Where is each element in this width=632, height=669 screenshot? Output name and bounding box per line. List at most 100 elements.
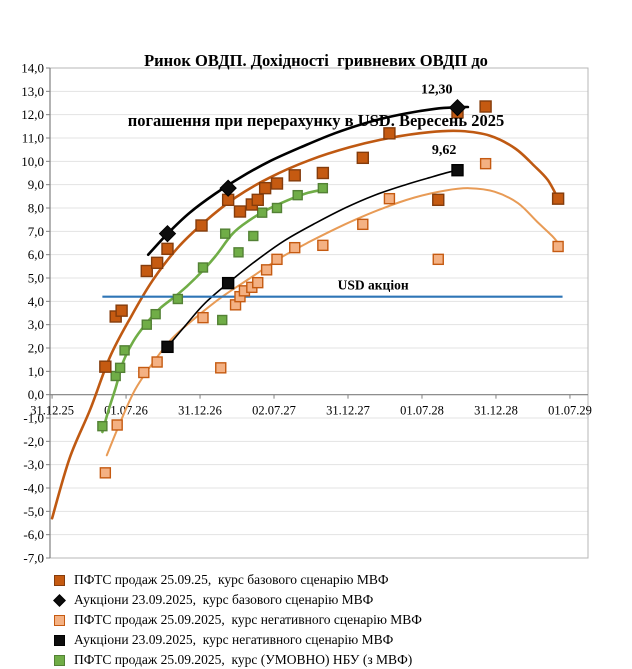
data-point [233, 247, 244, 258]
y-tick-label: -3,0 [23, 457, 44, 472]
legend-label: Аукціони 23.09.2025, курс негативного сц… [74, 632, 394, 647]
y-tick-label: 10,0 [21, 154, 44, 169]
data-point [271, 202, 283, 214]
data-point [119, 345, 130, 356]
data-point [383, 192, 396, 205]
x-tick-label: 02.07.27 [252, 404, 296, 418]
data-point [158, 224, 177, 243]
y-tick-label: 9,0 [28, 177, 44, 192]
data-point [217, 314, 228, 326]
annotation-label: 9,62 [432, 143, 457, 158]
axes [49, 67, 589, 559]
axis-labels: 14,0 13,0 12,0 11,0 10,0 9,0 8,0 7,0 6,0 5,0 4,0 3,… [21, 61, 592, 566]
data-point [215, 362, 227, 374]
data-point [551, 192, 565, 205]
data-point [197, 311, 209, 324]
data-point [260, 264, 273, 276]
y-tick-label: -4,0 [23, 481, 44, 496]
x-tick-label: 01.07.29 [548, 404, 592, 418]
data-point [248, 230, 259, 242]
y-tick-label: 13,0 [21, 84, 44, 99]
data-point [251, 193, 264, 207]
data-point [292, 189, 303, 201]
data-point [115, 304, 128, 317]
data-point [317, 182, 329, 194]
data-point [552, 240, 564, 253]
y-tick-label: 6,0 [28, 247, 44, 262]
chart-legend: ПФТС продаж 25.09.25, курс базового сцен… [53, 570, 614, 669]
data-point [141, 319, 152, 330]
chart-title-line2: погашення при перерахунку в USD. Вересен… [127, 111, 505, 130]
data-point [97, 420, 108, 432]
y-tick-label: 1,0 [28, 364, 44, 379]
data-point [114, 362, 126, 374]
data-point [357, 218, 369, 231]
legend-item: Аукціони 23.09.2025, курс негативного сц… [54, 630, 614, 650]
data-point [150, 256, 164, 270]
annotation-label: 12,30 [421, 82, 453, 97]
legend-swatch-pfts-nbu-icon [54, 654, 65, 666]
legend-label: ПФТС продаж 25.09.25, курс базового сцен… [74, 572, 389, 587]
data-point [252, 276, 264, 289]
x-tick-label: 31.12.27 [326, 404, 370, 418]
legend-label: ПФТС продаж 25.09.2025, курс негативного… [74, 612, 422, 627]
trend-pfts-nbu-conditional [101, 188, 328, 434]
x-tick-label: 31.12.25 [30, 404, 74, 418]
legend-item: ПФТС продаж 25.09.2025, курс (УМОВНО) НБ… [54, 650, 614, 669]
y-tick-label: 11,0 [22, 131, 44, 146]
data-point [317, 239, 329, 252]
data-point [270, 177, 284, 190]
data-point [432, 193, 445, 207]
y-tick-label: 5,0 [28, 271, 44, 286]
y-tick-label: -7,0 [23, 551, 44, 566]
data-point [138, 366, 150, 379]
y-tick-label: 2,0 [28, 341, 44, 356]
y-tick-label: 8,0 [28, 201, 44, 216]
x-tick-label: 01.07.28 [400, 404, 444, 418]
data-point [233, 205, 247, 218]
data-point [479, 100, 492, 113]
y-tick-label: -6,0 [23, 527, 44, 542]
data-point [479, 157, 492, 170]
y-tick-label: 3,0 [28, 317, 44, 332]
legend-swatch-pfts-negative-icon [54, 614, 65, 626]
x-tick-label: 31.12.28 [474, 404, 518, 418]
legend-swatch-auction-negative-icon [54, 634, 65, 646]
legend-item: Аукціони 23.09.2025, курс базового сцена… [53, 590, 614, 610]
y-tick-label: 0,0 [28, 387, 44, 402]
annotation-label: USD акціон [338, 277, 409, 292]
y-tick-label: 4,0 [28, 294, 44, 309]
series-auction-negative-scenario-markers [161, 163, 464, 354]
series-auction-base-scenario-markers [158, 98, 467, 243]
data-point [451, 163, 464, 177]
data-point [99, 360, 112, 373]
data-point [161, 242, 174, 256]
data-point [151, 356, 163, 368]
data-point [258, 181, 272, 195]
series-pfts-base-scenario-markers [99, 100, 565, 373]
data-point [271, 253, 283, 266]
trend-auction-negative-scenario [166, 169, 463, 348]
trend-pfts-base-scenario [50, 129, 560, 520]
data-point [356, 151, 369, 165]
y-tick-label: 12,0 [21, 107, 44, 122]
data-point [219, 179, 237, 197]
data-point [448, 98, 467, 117]
y-tick-label: 14,0 [21, 61, 44, 76]
data-point [432, 253, 444, 266]
legend-item: ПФТС продаж 25.09.25, курс базового сцен… [54, 570, 614, 590]
series-pfts-nbu-conditional-markers [97, 182, 329, 432]
y-tick-label: -5,0 [23, 504, 44, 519]
y-tick-label: -2,0 [23, 434, 44, 449]
annotations: 12,30 9,62 USD акціон [338, 82, 457, 292]
legend-label: ПФТС продаж 25.09.2025, курс (УМОВНО) НБ… [74, 652, 413, 667]
data-point [289, 241, 301, 254]
data-point [161, 340, 174, 354]
data-point [150, 308, 161, 320]
data-point [219, 228, 231, 239]
chart-title: Ринок ОВДП. Дохідності гривневих ОВДП до… [0, 11, 632, 171]
data-point [383, 127, 396, 140]
data-point [316, 166, 330, 180]
legend-item: ПФТС продаж 25.09.2025, курс негативного… [54, 610, 614, 630]
y-tick-label: 7,0 [28, 224, 44, 239]
